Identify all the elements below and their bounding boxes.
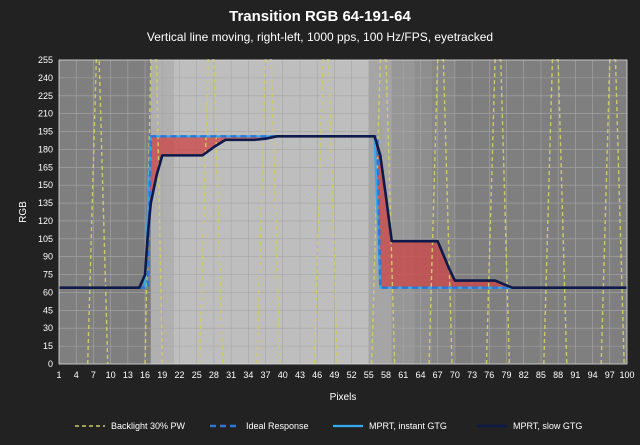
y-tick-label: 45 [43, 305, 53, 315]
y-tick-label: 180 [38, 144, 53, 154]
x-tick-label: 37 [261, 370, 271, 380]
y-tick-label: 30 [43, 323, 53, 333]
y-tick-label: 15 [43, 341, 53, 351]
x-axis-label: Pixels [330, 392, 357, 403]
y-tick-label: 195 [38, 127, 53, 137]
y-tick-label: 90 [43, 252, 53, 262]
y-tick-label: 210 [38, 109, 53, 119]
slow-gtg-line [59, 134, 627, 290]
y-tick-label: 75 [43, 270, 53, 280]
legend-label-2: MPRT, instant GTG [369, 421, 447, 431]
y-tick-label: 150 [38, 180, 53, 190]
legend-label-0: Backlight 30% PW [111, 421, 186, 431]
y-tick-label: 60 [43, 287, 53, 297]
x-tick-label: 79 [502, 370, 512, 380]
x-tick-label: 16 [140, 370, 150, 380]
legend-label-1: Ideal Response [246, 421, 309, 431]
shaded-band-5 [431, 60, 455, 364]
x-tick-label: 70 [450, 370, 460, 380]
x-tick-label: 28 [209, 370, 219, 380]
plot-area [59, 60, 627, 364]
x-tick-label: 22 [174, 370, 184, 380]
x-tick-label: 7 [91, 370, 96, 380]
x-tick-label: 76 [484, 370, 494, 380]
fall-lag-fill [374, 136, 513, 288]
y-tick-label: 0 [48, 359, 53, 369]
x-tick-label: 85 [536, 370, 546, 380]
x-tick-label: 49 [329, 370, 339, 380]
chart-subtitle: Vertical line moving, right-left, 1000 p… [146, 30, 494, 44]
y-axis-label: RGB [18, 201, 29, 223]
x-tick-label: 91 [570, 370, 580, 380]
x-tick-label: 40 [278, 370, 288, 380]
x-tick-label: 52 [347, 370, 357, 380]
x-tick-label: 31 [226, 370, 236, 380]
y-tick-label: 135 [38, 198, 53, 208]
x-tick-label: 73 [467, 370, 477, 380]
x-tick-label: 10 [106, 370, 116, 380]
x-tick-label: 43 [295, 370, 305, 380]
x-tick-label: 61 [398, 370, 408, 380]
y-tick-label: 120 [38, 216, 53, 226]
shaded-band-4 [414, 60, 432, 364]
x-tick-label: 88 [553, 370, 563, 380]
x-tick-label: 97 [605, 370, 615, 380]
x-tick-label: 67 [433, 370, 443, 380]
x-tick-label: 46 [312, 370, 322, 380]
x-tick-label: 1 [56, 370, 61, 380]
plot-border [58, 59, 628, 365]
x-tick-label: 64 [415, 370, 425, 380]
shaded-band-1 [173, 60, 369, 364]
x-tick-label: 34 [243, 370, 253, 380]
y-tick-label: 225 [38, 91, 53, 101]
x-tick-label: 82 [519, 370, 529, 380]
x-tick-label: 55 [364, 370, 374, 380]
x-tick-label: 25 [192, 370, 202, 380]
y-tick-label: 240 [38, 73, 53, 83]
legend-label-3: MPRT, slow GTG [513, 421, 582, 431]
x-tick-label: 94 [588, 370, 598, 380]
x-tick-label: 4 [74, 370, 79, 380]
x-tick-label: 100 [619, 370, 634, 380]
chart-title: Transition RGB 64-191-64 [229, 8, 411, 25]
x-tick-label: 19 [157, 370, 167, 380]
x-tick-label: 58 [381, 370, 391, 380]
y-tick-label: 165 [38, 162, 53, 172]
y-tick-label: 255 [38, 55, 53, 65]
y-tick-label: 105 [38, 234, 53, 244]
x-tick-label: 13 [123, 370, 133, 380]
